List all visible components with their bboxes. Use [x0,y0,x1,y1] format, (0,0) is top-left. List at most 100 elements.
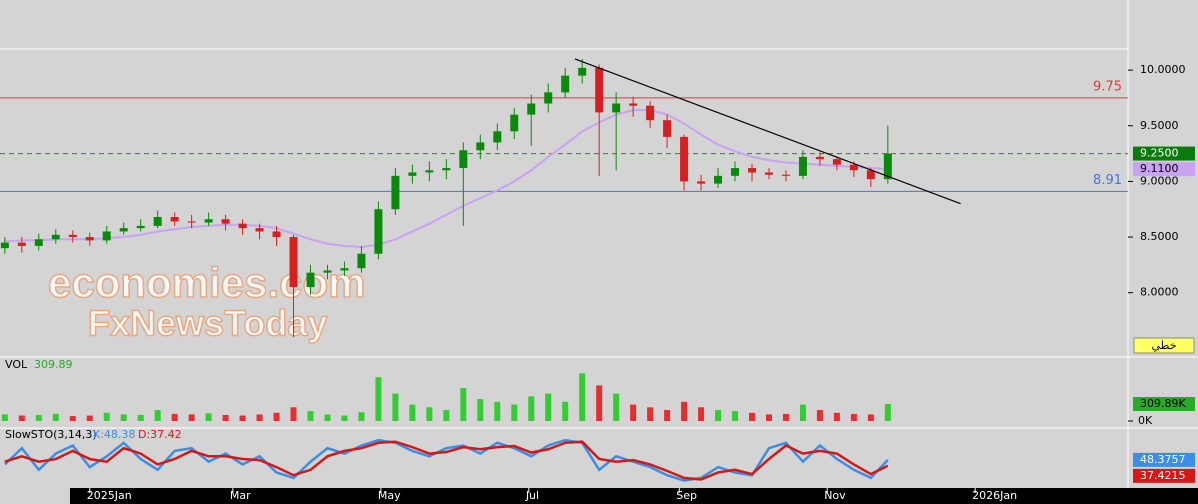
y-tick-label: 9.0000 [1140,174,1179,187]
candle-body [832,159,841,165]
time-axis-bar [70,488,1198,504]
price-tag: 9.1100 [1140,162,1179,175]
candle-body [357,253,366,269]
candle-body [408,172,417,176]
candle-body [714,175,723,184]
volume-bar [324,414,331,421]
volume-bar [833,412,840,421]
volume-bar [681,401,688,421]
candle-body [425,170,434,173]
volume-bar [732,411,739,421]
stochastic-line [4,440,889,481]
volume-bar [528,396,535,421]
stochastic-tag: 48.3757 [1140,453,1186,466]
stochastic-tag-box [1133,452,1195,467]
y-tick-label: 10.0000 [1140,63,1186,76]
volume-bar [613,393,620,421]
candle-body [102,231,111,241]
candle-body [391,175,400,210]
candle-body [731,168,740,176]
candle-body [561,75,570,93]
legend-entry: K:48.38 [93,428,135,441]
level-label: 8.91 [1093,173,1122,188]
volume-bar [222,414,229,421]
moving-average [4,109,888,249]
candle-body [578,67,587,76]
scale-button[interactable] [1133,337,1195,354]
candle-body [798,156,807,176]
volume-bar [103,412,110,421]
candle-body [748,168,756,173]
x-tick-label: 2026Jan [972,489,1017,502]
volume-bar [630,404,637,421]
watermark: FxNewsToday [88,303,327,344]
volume-bar [86,415,93,421]
volume-bar [782,413,789,421]
panel-title: VOL [5,358,28,371]
candle-body [136,225,145,229]
candle-body [119,228,128,232]
volume-bar [273,412,280,421]
candle-body [764,172,773,175]
candle-body [663,120,672,137]
volume-bar [1,414,8,421]
y-tick-label: 9.5000 [1140,119,1179,132]
volume-bar [154,410,161,421]
volume-bar [341,415,348,421]
volume-bar [307,411,314,421]
volume-bar [460,388,467,421]
volume-tag: 309.89K [1140,397,1186,410]
candle-body [272,231,281,238]
candle-body [442,168,451,171]
volume-bar [749,412,755,421]
volume-bar [799,404,806,421]
candle-body [204,219,213,223]
volume-bar [239,415,246,421]
candle-body [493,131,502,143]
candle-body [629,103,638,106]
volume-bar [256,414,263,421]
price-tag-box [1133,162,1195,177]
volume-bar [426,407,433,421]
volume-tag-box [1133,397,1195,412]
candle-body [697,181,706,184]
volume-bar [511,404,518,421]
x-tick-label: Sep [676,489,697,502]
x-tick-label: 2025Jan [87,489,132,502]
volume-bar [290,407,297,421]
volume-bar [850,413,857,421]
volume-bar [137,414,144,421]
volume-bar [375,377,382,421]
volume-bar [443,410,450,421]
candle-body [306,272,315,288]
candle-body [459,150,468,169]
x-tick-label: Nov [824,489,846,502]
candle-body [527,103,536,115]
candle-body [51,234,60,240]
y-tick-label: 8.5000 [1140,230,1179,243]
candle-body [255,228,264,232]
candle-body [0,242,9,249]
y-tick-label: 8.0000 [1140,286,1179,299]
candle-body [238,223,247,229]
x-tick-label: Mar [230,489,251,502]
candle-body [476,142,485,151]
price-tag-box [1133,146,1195,161]
candle-body [849,164,858,171]
volume-bar [715,410,722,421]
volume-bar [579,373,586,421]
scale-button-label[interactable]: خطي [1152,339,1177,352]
volume-bar [545,393,552,421]
candle-body [510,114,519,132]
level-label: 9.75 [1093,79,1122,94]
volume-bar [18,415,25,421]
volume-bar [477,399,484,421]
volume-bar [698,407,705,421]
candle-body [612,103,621,113]
volume-bar [205,413,212,421]
volume-last: 309.89 [34,358,73,371]
price-tag: 9.2500 [1140,147,1179,160]
volume-bar [35,414,42,421]
candle-body [68,234,77,238]
